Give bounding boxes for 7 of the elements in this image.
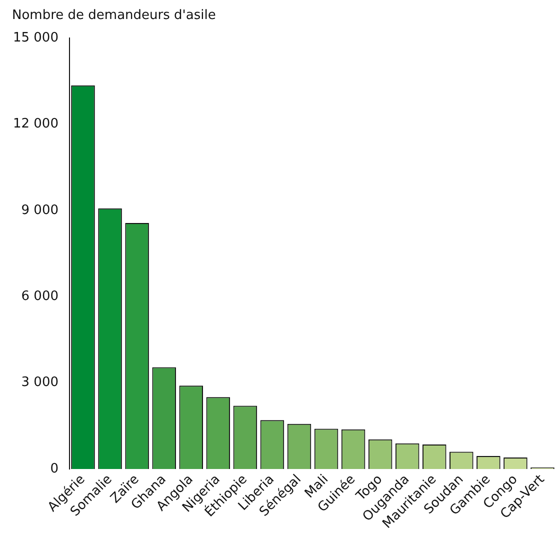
y-tick-label: 0: [50, 461, 58, 476]
y-tick-label: 9 000: [21, 202, 58, 218]
y-tick-label: 3 000: [21, 375, 58, 390]
y-tick-label: 12 000: [12, 116, 58, 132]
y-tick-label: 15 000: [12, 30, 58, 46]
y-tick-label: 6 000: [21, 288, 58, 304]
y-axis-title: Nombre de demandeurs d'asile: [12, 8, 216, 23]
